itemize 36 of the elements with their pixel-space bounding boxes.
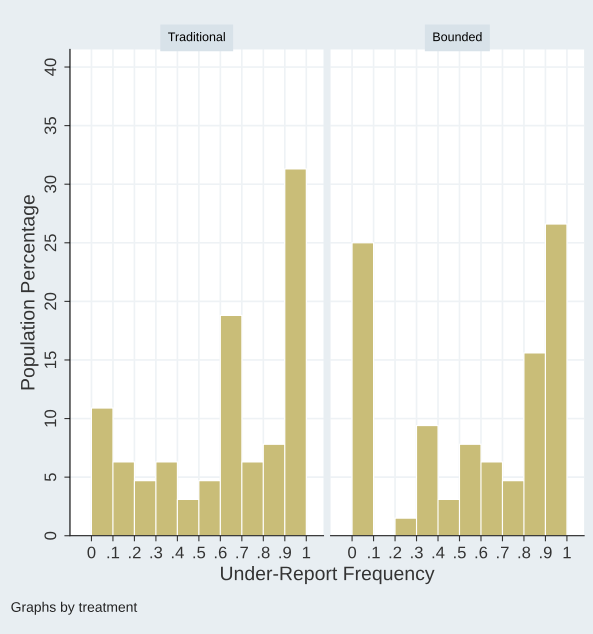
x-tick-label: .1 (368, 546, 380, 558)
x-tick-label: .2 (390, 546, 402, 558)
x-tick-label: .6 (476, 546, 488, 558)
x-tick-label: .8 (258, 546, 270, 558)
y-axis-title: Population Percentage (20, 195, 38, 390)
y-tick-label: 35 (44, 117, 56, 134)
x-tick-label: .7 (236, 546, 248, 558)
chart-title: Bounded (433, 32, 482, 42)
x-tick-label: .2 (128, 546, 141, 558)
x-axis-title: Under-Report Frequency (221, 566, 435, 584)
x-tick-label: 1 (302, 546, 310, 558)
chart-title: Traditional (168, 32, 225, 42)
x-tick-label: .9 (279, 546, 291, 558)
x-tick-label: 1 (564, 546, 571, 558)
text: Graphs by treatment (11, 602, 138, 615)
y-tick-label: 40 (44, 58, 56, 76)
x-tick-label: .7 (497, 546, 509, 558)
y-tick-label: 20 (44, 292, 56, 310)
x-tick-label: .1 (108, 546, 120, 558)
x-tick-label: 0 (348, 546, 356, 558)
x-tick-label: .5 (193, 546, 206, 558)
y-tick-label: 30 (44, 176, 56, 193)
x-tick-label: .5 (454, 546, 466, 558)
x-tick-label: 0 (87, 546, 96, 558)
x-tick-label: .8 (518, 546, 530, 558)
x-tick-label: .3 (411, 546, 423, 558)
y-tick-label: 5 (44, 473, 56, 482)
y-tick-label: 25 (44, 234, 56, 252)
x-tick-label: .6 (214, 546, 227, 558)
x-tick-label: .3 (150, 546, 162, 558)
y-tick-label: 0 (44, 532, 56, 540)
x-tick-label: .4 (172, 546, 184, 558)
y-tick-label: 10 (44, 410, 56, 427)
x-tick-label: .4 (432, 546, 444, 558)
y-tick-label: 15 (44, 351, 56, 368)
x-tick-label: .9 (540, 546, 552, 558)
